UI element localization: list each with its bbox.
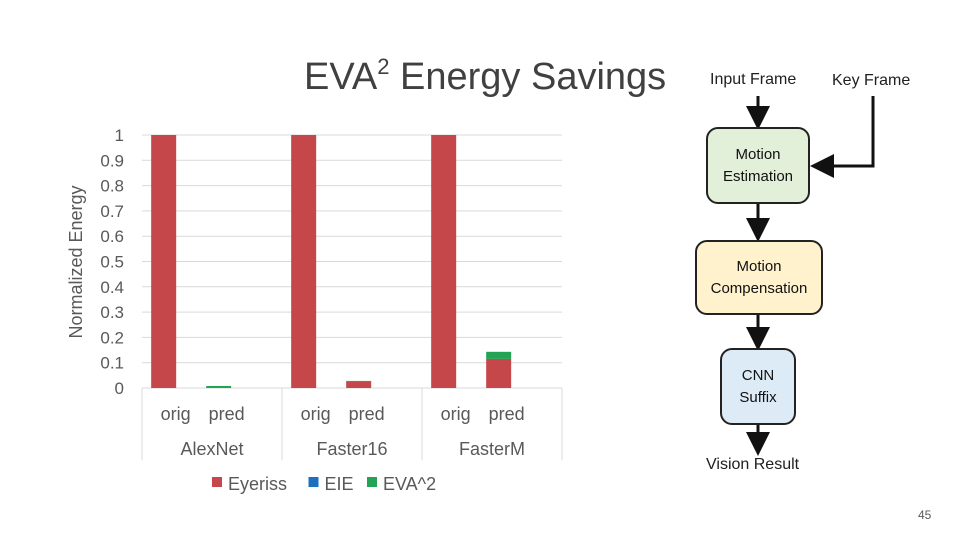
group-label: AlexNet <box>180 439 243 459</box>
motion-estimation-label: Motion Estimation <box>722 145 794 185</box>
legend-swatch <box>212 477 222 487</box>
flow-arrows <box>746 96 875 456</box>
chart-title: EVA2 Energy Savings <box>304 54 667 98</box>
bar-eyeriss <box>291 135 317 388</box>
bar-eva-2 <box>346 380 372 382</box>
bar-chart: 0 0.1 0.2 0.3 0.4 0.5 0.6 0.7 0.8 0.9 1 Normalized … <box>66 126 563 494</box>
motion-compensation-label: Motion Compensation <box>710 257 808 297</box>
x-tick-label: orig <box>441 404 471 424</box>
y-tick-label: 0.5 <box>100 253 124 272</box>
vision-result-label: Vision Result <box>706 456 800 473</box>
page-number: 45 <box>918 508 932 522</box>
cnn-suffix-label: CNN Suffix <box>739 366 777 406</box>
x-tick-label: pred <box>489 404 525 424</box>
legend-swatch <box>308 477 319 487</box>
bar-eyeriss <box>431 135 457 388</box>
y-tick-label: 0.2 <box>100 328 124 347</box>
arrow-key-to-me <box>810 96 875 178</box>
x-tick-label: pred <box>209 404 245 424</box>
x-tick-label: orig <box>301 404 331 424</box>
bar-eyeriss <box>486 358 512 388</box>
group-label: Faster16 <box>316 439 387 459</box>
cnn-suffix-box: CNN Suffix <box>720 348 796 425</box>
y-tick-label: 0.6 <box>100 227 124 246</box>
bar-eva-2 <box>206 385 232 388</box>
y-tick-label: 0.1 <box>100 354 124 373</box>
bar-eyeriss <box>346 381 372 388</box>
input-frame-label: Input Frame <box>710 71 797 88</box>
y-axis-label: Normalized Energy <box>66 185 86 338</box>
x-tick-label: orig <box>161 404 191 424</box>
y-tick-label: 0.3 <box>100 303 124 322</box>
y-tick-label: 0.9 <box>100 151 124 170</box>
x-tick-label: pred <box>349 404 385 424</box>
motion-compensation-box: Motion Compensation <box>695 240 823 315</box>
motion-estimation-box: Motion Estimation <box>706 127 810 204</box>
y-tick-label: 0.4 <box>100 278 124 297</box>
bar-eva-2 <box>486 351 512 359</box>
bar-eyeriss <box>151 135 177 388</box>
legend-label: Eyeriss <box>228 474 287 494</box>
y-tick-label: 0.7 <box>100 202 124 221</box>
y-tick-label: 0.8 <box>100 177 124 196</box>
group-label: FasterM <box>459 439 525 459</box>
legend-swatch <box>367 477 377 487</box>
key-frame-label: Key Frame <box>832 72 911 89</box>
y-tick-label: 0 <box>115 379 124 398</box>
legend-label: EVA^2 <box>383 474 436 494</box>
legend-label: EIE <box>325 474 354 494</box>
y-tick-label: 1 <box>115 126 124 145</box>
